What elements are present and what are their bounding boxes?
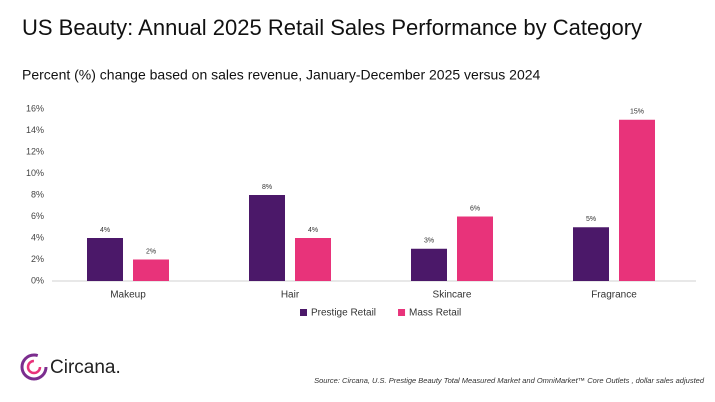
y-tick-label: 6% xyxy=(31,211,44,221)
x-tick-label: Skincare xyxy=(433,290,472,301)
value-label: 4% xyxy=(100,227,110,234)
y-tick-label: 8% xyxy=(31,189,44,199)
logo-ring xyxy=(20,353,48,381)
value-label: 4% xyxy=(308,227,318,234)
y-tick-label: 2% xyxy=(31,254,44,264)
chart-title: US Beauty: Annual 2025 Retail Sales Perf… xyxy=(22,15,642,40)
y-tick-label: 16% xyxy=(26,103,44,113)
chart-subtitle: Percent (%) change based on sales revenu… xyxy=(22,67,541,83)
x-tick-label: Makeup xyxy=(110,290,146,301)
y-tick-label: 0% xyxy=(31,275,44,285)
brand-name: Circana. xyxy=(50,357,121,378)
x-tick-label: Hair xyxy=(281,290,300,301)
bar xyxy=(249,195,285,281)
value-label: 8% xyxy=(262,184,272,191)
bar xyxy=(87,238,123,281)
value-label: 6% xyxy=(470,205,480,212)
bar xyxy=(411,248,447,281)
bar xyxy=(573,227,609,281)
source-note: Source: Circana, U.S. Prestige Beauty To… xyxy=(314,376,705,385)
value-label: 3% xyxy=(424,238,434,245)
bar xyxy=(295,238,331,281)
y-tick-label: 12% xyxy=(26,146,44,156)
y-tick-label: 4% xyxy=(31,232,44,242)
value-label: 5% xyxy=(586,216,596,223)
y-tick-label: 14% xyxy=(26,125,44,135)
value-label: 15% xyxy=(630,109,644,116)
brand-logo: Circana. xyxy=(20,353,121,381)
legend-swatch xyxy=(398,309,406,316)
y-tick-label: 10% xyxy=(26,168,44,178)
bar xyxy=(457,216,493,281)
value-label: 2% xyxy=(146,248,156,255)
bar xyxy=(619,119,655,281)
legend-label: Prestige Retail xyxy=(311,308,376,319)
legend-swatch xyxy=(300,309,307,316)
bar xyxy=(133,259,169,281)
x-tick-label: Fragrance xyxy=(591,290,637,301)
logo-ring-inner xyxy=(26,359,42,375)
legend-label: Mass Retail xyxy=(409,308,461,319)
